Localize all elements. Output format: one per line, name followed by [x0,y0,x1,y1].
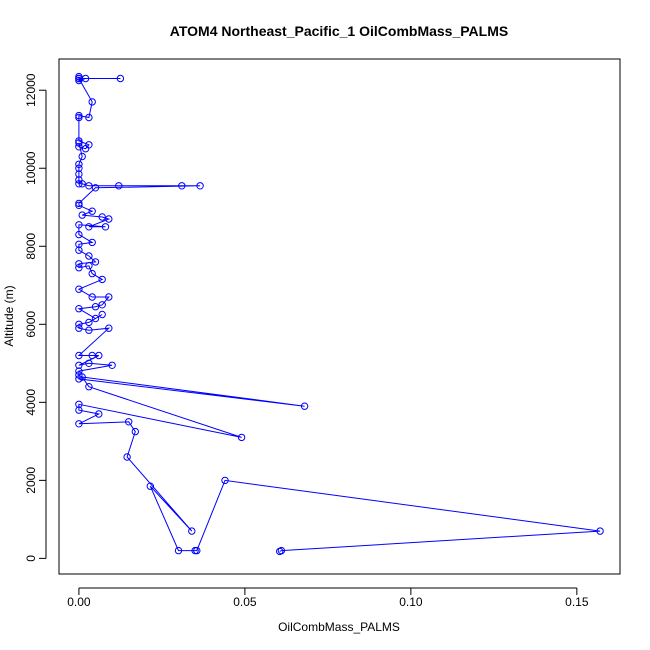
data-point [78,180,86,188]
data-point [178,182,186,190]
data-point [78,373,86,381]
data-point [101,223,110,231]
data-point [85,182,93,190]
data-point [75,139,83,147]
data-point [81,145,90,153]
data-point [75,351,83,360]
data-point [91,303,100,311]
series-line [77,76,601,552]
x-axis: 0.00 0.05 0.10 0.15 [67,587,589,609]
data-point [108,361,116,369]
data-point [237,433,246,442]
data-point [174,546,183,555]
y-tick-label: 12000 [24,73,38,107]
data-point [85,223,93,231]
data-point [85,326,93,334]
data-point [75,143,83,151]
data-point [75,264,83,272]
data-point [105,324,113,332]
data-point [88,238,96,247]
x-tick-label: 0.15 [565,595,589,609]
data-point [75,74,83,83]
data-point [98,275,106,284]
data-point [75,221,83,229]
data-point [75,199,83,208]
data-point [85,252,93,260]
data-point [75,400,83,408]
data-point [75,285,83,293]
data-point [75,240,83,249]
data-point [75,305,83,313]
data-point [125,418,133,426]
data-point [75,201,83,210]
data-point [88,269,96,278]
data-point [75,361,83,369]
data-point [75,111,83,120]
data-point [91,258,100,266]
series-layer [75,72,604,556]
data-point [75,170,83,178]
data-point [75,180,83,188]
data-point [85,359,93,367]
y-tick-label: 10000 [24,151,38,185]
data-point [85,383,93,391]
data-point [75,113,83,122]
data-point [85,318,93,327]
data-point [98,301,106,309]
x-tick-label: 0.00 [67,595,91,609]
data-point [91,184,100,192]
x-axis-label: OilCombMass_PALMS [278,620,400,634]
data-point [196,182,204,190]
data-point [75,420,83,428]
data-point [300,402,309,410]
y-tick-label: 4000 [24,389,38,416]
data-point [75,160,83,169]
y-tick-label: 6000 [24,311,38,338]
data-point [115,182,123,190]
data-point [75,406,83,414]
data-point [123,453,131,461]
data-point [88,98,96,106]
data-point [188,527,196,535]
data-point [85,113,93,122]
data-point [98,310,106,319]
data-point [78,211,86,219]
data-point [596,527,604,535]
data-point [276,547,284,556]
x-tick-label: 0.05 [233,595,257,609]
chart-title: ATOM4 Northeast_Pacific_1 OilCombMass_PA… [170,23,508,39]
data-point [91,314,100,323]
data-point [146,482,155,490]
y-axis: 0 2000 4000 6000 8000 10000 12000 [24,73,47,562]
plot-area-frame [58,58,621,575]
data-point [95,410,103,418]
y-tick-label: 2000 [24,467,38,494]
data-point [95,351,103,360]
data-point [75,72,83,81]
data-point [75,320,83,328]
data-point [131,427,140,436]
data-point [75,260,83,268]
y-tick-label: 0 [24,555,38,562]
data-point [105,293,113,301]
data-point [98,213,106,221]
y-axis-label: Altitude (m) [2,285,16,346]
data-point [78,152,86,161]
data-point [116,74,125,83]
data-point [88,207,96,215]
data-point [193,546,201,555]
data-point [221,476,229,485]
data-point [85,262,93,270]
data-point [88,293,96,301]
data-point [75,324,83,332]
x-tick-label: 0.10 [399,595,423,609]
data-point [75,367,83,375]
data-point [75,230,83,239]
data-point [75,76,83,85]
y-tick-label: 8000 [24,233,38,260]
data-point [75,246,83,254]
data-point [105,215,113,223]
